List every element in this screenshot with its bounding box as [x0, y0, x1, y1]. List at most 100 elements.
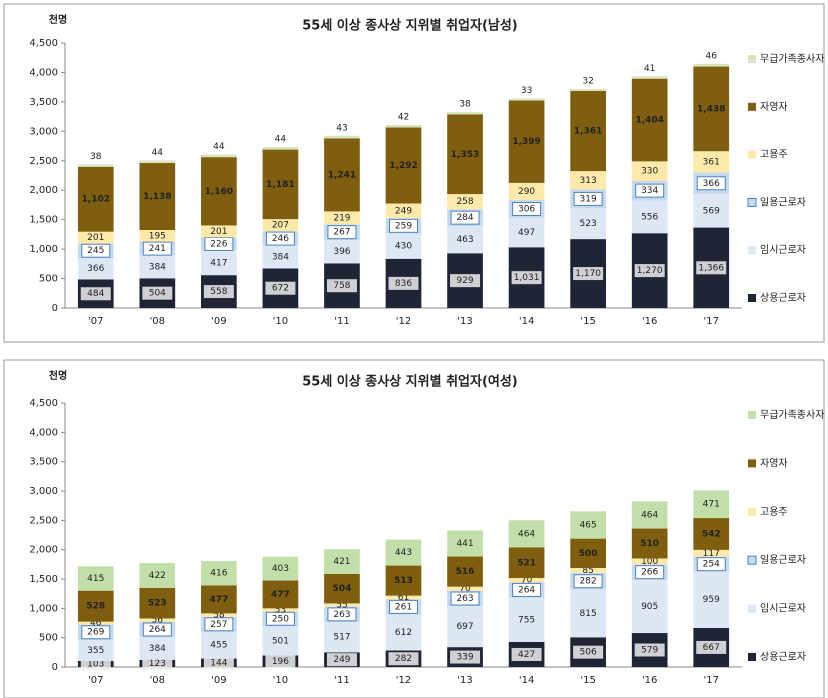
label-box	[635, 565, 665, 580]
x-tick-label: '10	[273, 316, 288, 327]
label-box	[142, 286, 173, 300]
legend-swatch	[748, 55, 756, 63]
value-label: 46	[706, 51, 718, 61]
value-label: 1,404	[635, 116, 663, 126]
label-box	[388, 276, 419, 290]
x-tick-label: '15	[580, 316, 595, 327]
value-label: 263	[456, 594, 473, 604]
y-tick-label: 4,000	[29, 427, 58, 438]
value-label: 44	[213, 142, 225, 152]
label-box	[327, 225, 357, 240]
label-box	[450, 210, 480, 225]
value-label: 313	[580, 176, 597, 186]
value-label: 1,181	[266, 180, 294, 190]
value-label: 246	[272, 234, 289, 244]
bar-segment	[631, 161, 668, 181]
value-label: 672	[272, 284, 289, 294]
label-box	[265, 281, 296, 295]
x-tick-label: '13	[457, 316, 472, 327]
value-label: 667	[703, 643, 720, 653]
value-label: 396	[333, 247, 350, 257]
value-label: 569	[703, 206, 720, 216]
value-label: 506	[580, 648, 597, 658]
bar-segment	[262, 146, 299, 150]
bar-segment	[262, 608, 299, 612]
label-box	[450, 274, 481, 288]
x-tick-label: '16	[642, 675, 657, 686]
value-label: 497	[518, 228, 535, 238]
value-label: 510	[640, 539, 659, 549]
bar-segment	[201, 613, 237, 617]
legend-swatch	[748, 246, 756, 255]
bar-segment	[139, 255, 176, 279]
value-label: 42	[398, 112, 409, 122]
legend-label: 무급가족종사자	[760, 53, 824, 65]
x-tick-label: '17	[703, 316, 718, 327]
label-box	[81, 625, 111, 640]
value-label: 1,102	[82, 195, 110, 205]
y-tick-label: 500	[39, 274, 58, 285]
value-label: 463	[456, 235, 473, 245]
value-label: 516	[456, 567, 475, 577]
label-box	[511, 647, 542, 661]
bar-segment	[508, 597, 545, 642]
label-box	[203, 285, 234, 299]
bar-segment	[324, 622, 360, 653]
value-label: 477	[209, 595, 228, 605]
y-tick-label: 500	[39, 633, 58, 644]
value-label: 366	[703, 179, 720, 189]
y-tick-label: 0	[52, 662, 58, 673]
value-label: 267	[333, 228, 350, 238]
value-label: 53	[275, 605, 286, 615]
value-label: 517	[333, 633, 350, 643]
label-box	[696, 640, 727, 654]
value-label: 1,366	[698, 263, 724, 273]
bar-segment	[201, 225, 237, 238]
value-label: 284	[456, 213, 473, 223]
x-tick-label: '12	[396, 316, 411, 327]
value-label: 144	[210, 658, 227, 668]
bar-segment	[385, 203, 422, 219]
bar-segment	[77, 164, 114, 167]
bar-segment	[77, 621, 114, 625]
value-label: 755	[518, 615, 535, 625]
value-label: 56	[152, 616, 164, 626]
bar-segment	[693, 571, 730, 628]
value-label: 219	[333, 213, 350, 223]
bar-segment	[262, 245, 299, 269]
value-label: 1,170	[575, 269, 601, 279]
x-tick-label: '12	[396, 675, 411, 686]
legend-label: 고용주	[760, 149, 788, 161]
value-label: 196	[272, 657, 289, 667]
legend-label: 임시근로자	[760, 602, 806, 615]
bar-segment	[385, 127, 422, 204]
bar-segment	[139, 563, 176, 588]
value-label: 959	[703, 595, 720, 605]
value-label: 1,292	[389, 161, 417, 171]
value-label: 43	[336, 123, 347, 133]
legend-label: 상용근로자	[760, 292, 806, 304]
value-label: 1,438	[697, 104, 725, 114]
y-tick-label: 2,000	[29, 545, 58, 556]
x-tick-label: '07	[88, 316, 103, 327]
x-tick-label: '15	[580, 675, 595, 686]
y-tick-label: 0	[52, 303, 58, 314]
value-label: 249	[333, 655, 350, 665]
value-label: 1,399	[512, 137, 540, 147]
value-label: 441	[456, 539, 473, 549]
value-label: 422	[149, 571, 166, 581]
bar-segment	[262, 149, 299, 220]
panel-border	[3, 3, 825, 343]
value-label: 1,031	[514, 273, 540, 283]
label-box	[634, 643, 665, 657]
bar-segment	[447, 112, 483, 115]
value-label: 259	[395, 221, 412, 231]
y-tick-label: 4,000	[29, 67, 58, 78]
bar-segment	[385, 539, 422, 566]
bar-segment	[447, 586, 483, 591]
value-label: 403	[272, 564, 289, 574]
bar-segment	[77, 231, 114, 244]
value-label: 32	[582, 77, 593, 87]
value-label: 290	[518, 187, 535, 197]
bar-segment	[324, 138, 360, 212]
